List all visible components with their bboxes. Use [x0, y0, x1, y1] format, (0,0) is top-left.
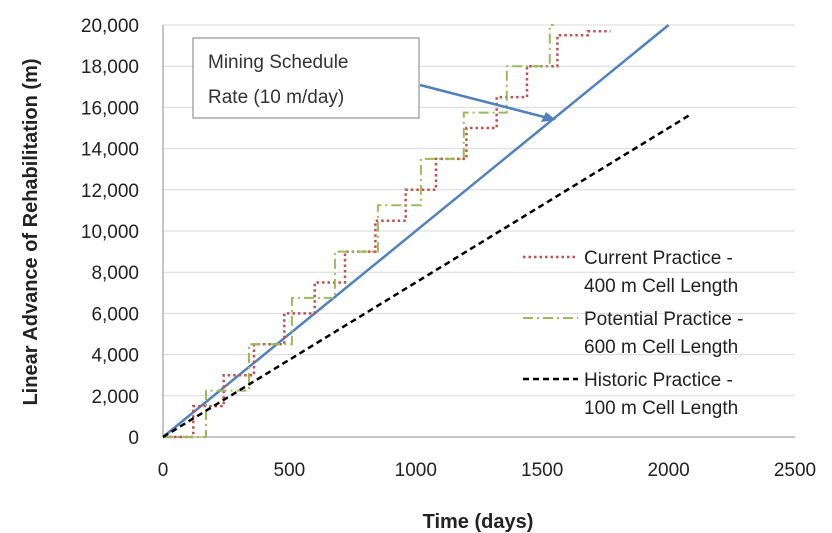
callout-line-2: Rate (10 m/day) — [208, 87, 344, 108]
series-line-2 — [163, 24, 554, 438]
x-tick-label-0: 0 — [158, 460, 169, 481]
x-tick-label-2: 1000 — [395, 460, 437, 481]
callout-annotation: Mining Schedule Rate (10 m/day) — [192, 37, 556, 122]
callout-line-1: Mining Schedule — [208, 52, 348, 73]
x-tick-label-5: 2500 — [774, 460, 816, 481]
legend-label-2-0: Historic Practice - — [584, 370, 733, 391]
legend-label-2-1: 100 m Cell Length — [584, 398, 738, 419]
legend-label-1-0: Potential Practice - — [584, 309, 743, 330]
y-tick-label-5: 10,000 — [81, 222, 139, 243]
y-tick-label-2: 4,000 — [91, 346, 139, 367]
y-tick-label-6: 12,000 — [81, 181, 139, 202]
callout-arrowhead — [541, 112, 556, 122]
series-layer — [162, 24, 690, 439]
x-tick-label-4: 2000 — [647, 460, 689, 481]
callout-box — [192, 37, 420, 119]
callout-arrow-line — [419, 83, 549, 120]
tick-labels: 0 2,000 4,000 6,000 8,000 10,000 12,000 14,000 1… — [81, 16, 816, 481]
y-tick-label-9: 18,000 — [81, 57, 139, 78]
legend-label-0-0: Current Practice - — [584, 248, 733, 269]
x-tick-label-1: 500 — [274, 460, 306, 481]
y-tick-label-1: 2,000 — [91, 387, 139, 408]
axes — [162, 25, 795, 438]
gridlines — [163, 24, 795, 397]
y-tick-label-3: 6,000 — [91, 304, 139, 325]
y-tick-label-7: 14,000 — [81, 140, 139, 161]
y-tick-label-4: 8,000 — [91, 263, 139, 284]
x-axis-title: Time (days) — [423, 511, 534, 533]
legend: Current Practice - 400 m Cell Length Poten… — [523, 248, 743, 419]
series-line-3 — [162, 114, 690, 439]
y-tick-label-0: 0 — [128, 428, 139, 449]
legend-label-0-1: 400 m Cell Length — [584, 276, 738, 297]
series-line-0 — [162, 24, 670, 438]
y-tick-label-10: 20,000 — [81, 16, 139, 37]
y-tick-label-8: 16,000 — [81, 98, 139, 119]
x-tick-label-3: 1500 — [521, 460, 563, 481]
y-axis-title: Linear Advance of Rehabilitation (m) — [20, 58, 42, 405]
legend-label-1-1: 600 m Cell Length — [584, 337, 738, 358]
